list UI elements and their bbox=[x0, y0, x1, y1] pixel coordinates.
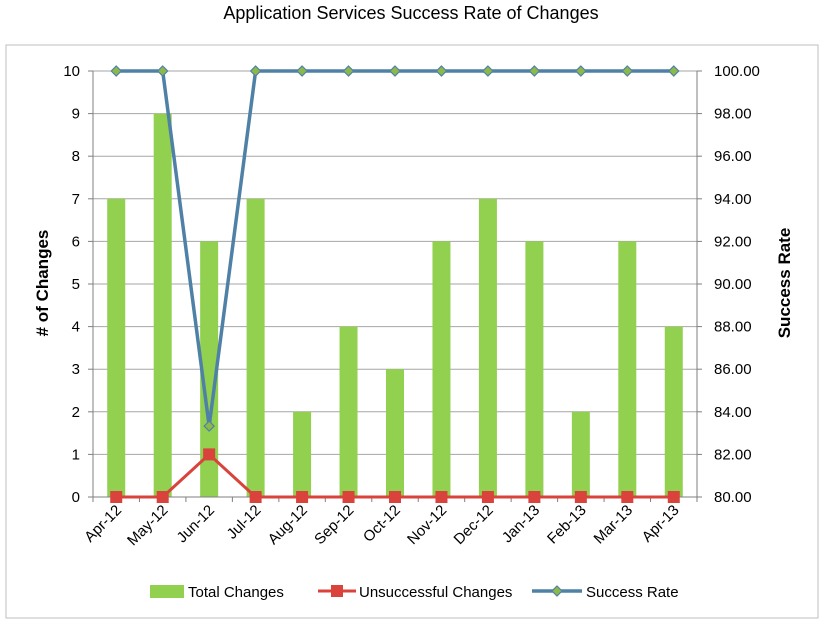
legend-label-total-changes: Total Changes bbox=[188, 584, 284, 601]
marker-unsuccessful-changes bbox=[481, 491, 494, 503]
y-axis-title: # of Changes bbox=[33, 230, 52, 337]
marker-unsuccessful-changes bbox=[203, 448, 216, 461]
bar-total-changes bbox=[107, 198, 126, 498]
y2-tick-label: 88.00 bbox=[714, 319, 752, 336]
marker-success-rate bbox=[574, 65, 587, 77]
marker-unsuccessful-changes bbox=[249, 491, 262, 503]
y2-tick-label: 80.00 bbox=[714, 489, 752, 506]
legend-label-success-rate: Success Rate bbox=[586, 584, 679, 601]
marker-success-rate bbox=[621, 65, 634, 77]
marker-success-rate bbox=[389, 65, 401, 77]
marker-unsuccessful-changes bbox=[621, 491, 634, 503]
bar-total-changes bbox=[432, 241, 451, 497]
marker-success-rate bbox=[342, 65, 355, 77]
marker-unsuccessful-changes bbox=[574, 491, 587, 503]
marker-success-rate bbox=[296, 65, 308, 77]
bar-total-changes bbox=[618, 241, 637, 497]
marker-unsuccessful-changes bbox=[342, 491, 355, 503]
y2-tick-label: 96.00 bbox=[714, 148, 752, 165]
y2-tick-label: 100.00 bbox=[714, 63, 760, 80]
bar-total-changes bbox=[293, 411, 312, 497]
legend-marker-unsuccessful-changes bbox=[331, 585, 343, 597]
marker-success-rate bbox=[156, 65, 169, 77]
marker-unsuccessful-changes bbox=[435, 491, 448, 503]
y-tick-label: 3 bbox=[72, 361, 80, 378]
y-tick-label: 10 bbox=[63, 63, 80, 80]
y2-tick-label: 90.00 bbox=[714, 276, 752, 293]
bar-total-changes bbox=[664, 326, 683, 497]
marker-success-rate bbox=[249, 65, 262, 77]
marker-success-rate bbox=[110, 65, 123, 77]
y-tick-label: 6 bbox=[72, 233, 80, 250]
marker-unsuccessful-changes bbox=[296, 491, 309, 503]
marker-unsuccessful-changes bbox=[156, 491, 169, 503]
marker-success-rate bbox=[435, 65, 448, 77]
marker-unsuccessful-changes bbox=[389, 491, 401, 503]
y-tick-label: 8 bbox=[72, 148, 80, 165]
marker-unsuccessful-changes bbox=[110, 491, 123, 503]
marker-success-rate bbox=[528, 65, 541, 77]
marker-unsuccessful-changes bbox=[667, 491, 680, 503]
y2-tick-label: 94.00 bbox=[714, 191, 752, 208]
y2-axis-ticks: 80.00 82.00 84.00 86.00 88.00 90.00 92.00 94.00… bbox=[714, 63, 760, 506]
bar-total-changes bbox=[153, 113, 172, 497]
legend-marker-success-rate bbox=[551, 585, 563, 597]
bar-series bbox=[107, 113, 683, 498]
y-tick-label: 9 bbox=[72, 106, 80, 123]
marker-unsuccessful-changes bbox=[528, 491, 541, 503]
y-tick-label: 7 bbox=[72, 191, 80, 208]
bar-total-changes bbox=[525, 241, 544, 497]
bar-total-changes bbox=[571, 411, 590, 497]
y2-tick-label: 98.00 bbox=[714, 106, 752, 123]
y-tick-label: 0 bbox=[72, 489, 80, 506]
y2-tick-label: 92.00 bbox=[714, 233, 752, 250]
marker-success-rate bbox=[203, 420, 216, 432]
legend-label-unsuccessful-changes: Unsuccessful Changes bbox=[359, 584, 512, 601]
marker-success-rate bbox=[482, 65, 494, 77]
y2-axis-title: Success Rate bbox=[775, 228, 794, 339]
y2-tick-label: 82.00 bbox=[714, 446, 752, 463]
bar-total-changes bbox=[246, 198, 265, 498]
bar-total-changes bbox=[386, 369, 404, 497]
y-tick-label: 1 bbox=[72, 446, 80, 463]
chart-title: Application Services Success Rate of Cha… bbox=[223, 3, 598, 23]
y-tick-label: 4 bbox=[72, 319, 80, 336]
marker-success-rate bbox=[667, 65, 680, 77]
y-tick-label: 5 bbox=[72, 276, 80, 293]
legend-swatch-total-changes bbox=[150, 585, 184, 598]
line-series bbox=[110, 65, 680, 503]
bar-total-changes bbox=[478, 198, 497, 498]
y-axis-ticks: 0 1 2 3 4 5 6 7 8 9 10 bbox=[63, 63, 80, 506]
legend: Total Changes Unsuccessful Changes Success… bbox=[150, 584, 679, 601]
y-tick-label: 2 bbox=[72, 404, 80, 421]
y2-tick-label: 84.00 bbox=[714, 404, 752, 421]
y2-tick-label: 86.00 bbox=[714, 361, 752, 378]
bar-total-changes bbox=[339, 326, 358, 497]
bar-total-changes bbox=[200, 241, 219, 497]
